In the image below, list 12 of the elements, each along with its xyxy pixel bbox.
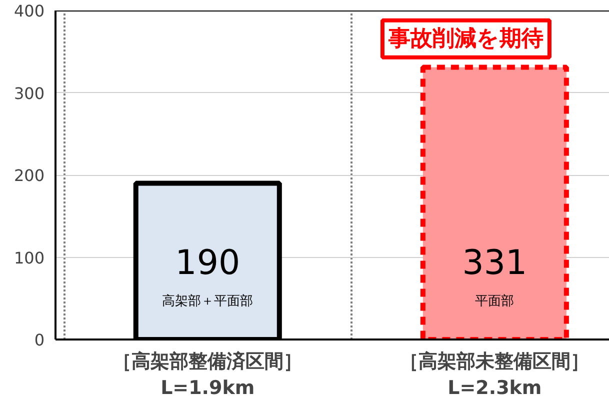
y-tick-label: 300 <box>14 84 45 103</box>
y-tick-label: 200 <box>14 166 45 185</box>
data-label: 331 <box>462 242 528 283</box>
x-tick-label: ［高架部整備済区間］ L=1.9km <box>112 350 303 399</box>
y-tick-label: 400 <box>14 2 45 20</box>
x-tick-label: ［高架部未整備区間］ L=2.3km <box>400 350 590 399</box>
y-tick-label: 100 <box>14 248 45 268</box>
annotation: 平面部 <box>475 294 514 309</box>
data-label: 190 <box>175 242 240 283</box>
annotation: 高架部＋平面部 <box>162 292 254 309</box>
y-tick-label: 0 <box>34 330 45 350</box>
annotation: 事故削減を期待 <box>387 26 544 52</box>
